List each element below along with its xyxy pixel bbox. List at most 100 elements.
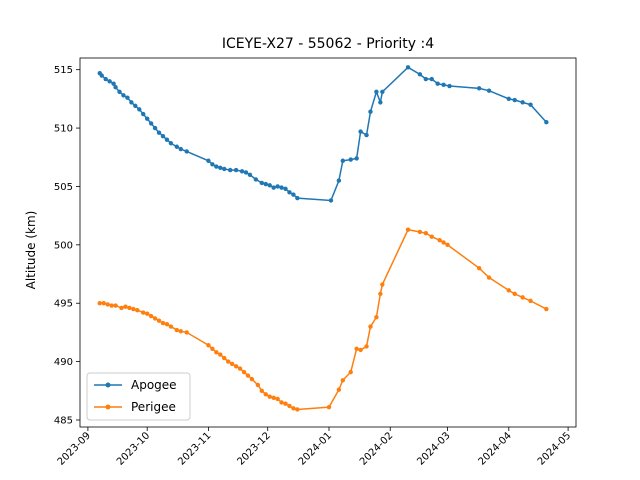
x-tick-label: 2024-05 [536,430,573,467]
perigee-point [152,316,158,321]
legend-label-perigee: Perigee [131,400,176,414]
apogee-point [184,149,189,154]
perigee-point [109,303,114,308]
perigee-point [364,344,369,349]
legend-label-apogee: Apogee [131,378,177,392]
perigee-point [263,392,268,397]
perigee-point [218,352,223,357]
y-axis-title: Altitude (km) [24,211,38,290]
perigee-point [222,355,227,361]
apogee-point [117,89,122,95]
apogee-point [178,146,183,152]
apogee-point [506,96,512,102]
apogee-point [233,167,239,173]
apogee-point [271,185,276,190]
apogee-point [160,134,166,139]
perigee-point [378,291,383,297]
apogee-point [348,157,353,162]
x-tick-label: 2024-04 [477,430,514,467]
perigee-point [241,369,247,375]
apogee-point [423,76,429,82]
perigee-point [358,347,363,353]
perigee-point [214,350,219,355]
perigee-point [164,322,170,327]
perigee-point [97,301,102,306]
y-tick-label: 490 [54,357,73,368]
apogee-point [144,116,150,121]
apogee-point [328,198,334,203]
perigee-point [275,396,280,402]
apogee-point [368,109,373,114]
perigee-point [119,305,124,311]
apogee-point [354,156,359,161]
perigee-point [168,324,174,329]
perigee-point [259,388,265,394]
y-axis: 485 490 495 500 505 510 515 [54,65,80,426]
perigee-point [245,373,251,378]
apogee-point [405,65,411,70]
perigee-point [528,298,533,304]
perigee-point [291,406,296,411]
perigee-point [226,359,231,364]
perigee-point [368,324,373,329]
apogee-point [283,186,288,191]
perigee-point [249,376,255,382]
perigee-point [486,275,492,280]
apogee-point [295,195,300,201]
apogee-point [214,164,219,169]
y-tick-label: 505 [54,182,73,193]
apogee-point [512,97,517,103]
apogee-point [111,81,116,86]
chart-title: ICEYE-X27 - 55062 - Priority :4 [222,36,434,52]
apogee-point [152,125,158,131]
apogee-point [259,180,265,186]
apogee-point [340,158,346,163]
x-tick-label: 2024-02 [358,430,395,467]
perigee-point [178,329,183,334]
apogee-point [164,137,170,142]
y-tick-label: 495 [54,299,73,310]
apogee-point [141,111,146,117]
perigee-point [295,407,300,412]
perigee-point [141,310,146,315]
perigee-point [144,311,150,316]
perigee-point [105,302,110,307]
apogee-point [378,100,383,105]
perigee-point [354,346,359,351]
perigee-point [113,303,118,308]
apogee-point [279,185,284,190]
apogee-point [121,93,126,98]
perigee-point [174,327,180,333]
perigee-point [380,282,385,287]
apogee-point [156,130,162,135]
apogee-point [287,190,292,195]
apogee-point [222,166,227,172]
perigee-point [127,305,132,311]
apogee-point [113,84,118,90]
apogee-point [99,73,104,78]
apogee-point [227,167,233,173]
apogee-point [358,129,363,134]
plot-frame [79,57,577,428]
perigee-point [160,320,166,326]
perigee-point [229,361,235,367]
perigee-point [374,315,379,320]
x-tick-label: 2023-12 [236,430,273,467]
apogee-point [374,89,379,95]
apogee-point [125,95,130,100]
apogee-point [218,165,223,170]
perigee-point [417,229,423,235]
apogee-point [239,169,245,174]
apogee-point [544,120,549,125]
perigee-point [156,318,162,323]
legend-marker-apogee [105,382,111,388]
y-tick-label: 515 [54,65,73,76]
perigee-point [348,369,353,375]
apogee-point [441,82,446,88]
perigee-point [405,227,411,232]
apogee-point [253,177,259,182]
apogee-point [206,158,211,163]
perigee-point [520,295,525,300]
legend-marker-perigee [105,404,111,410]
